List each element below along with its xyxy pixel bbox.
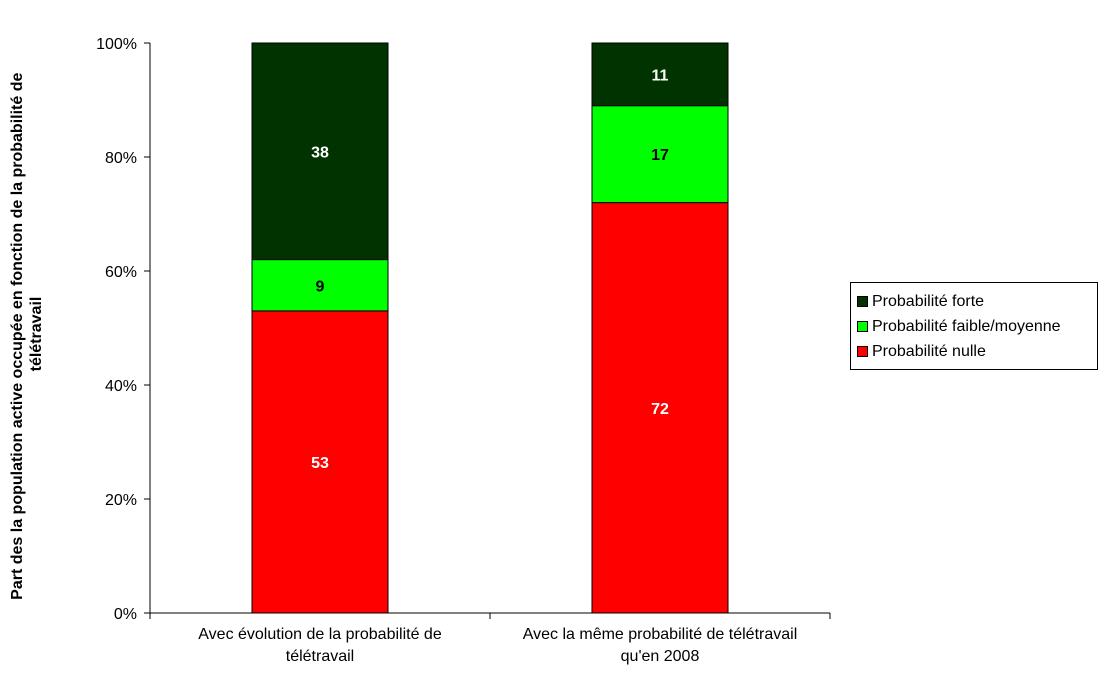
bar-segment [251,42,389,261]
bar-segment [251,259,389,312]
y-axis-title-line-1: Part des la population active occupée en… [9,73,26,600]
y-tick-label: 80% [105,150,137,167]
data-label: 17 [651,147,669,164]
data-label: 53 [311,455,329,472]
legend-label: Probabilité faible/moyenne [872,317,1061,335]
x-category-label: Avec évolution de la probabilité de télét… [198,626,442,665]
legend-swatch [857,346,868,357]
y-tick-label: 0% [114,606,137,623]
legend-item: Probabilité forte [857,289,1097,314]
data-label: 38 [311,144,329,161]
bar-segment [591,105,729,204]
legend-swatch [857,321,868,332]
y-tick-label: 60% [105,264,137,281]
y-axis-title: Part des la population active occupée en… [9,68,45,600]
bars: 53 9 38 72 17 11 [251,42,729,614]
data-label: 9 [316,278,325,295]
bar-segment [591,42,729,107]
x-category-label: Avec la même probabilité de télétravail q… [523,626,798,665]
bar-segment [251,310,389,614]
legend-item: Probabilité faible/moyenne [857,314,1097,339]
y-axis: 0% 20% 40% 60% 80% 100% [96,36,151,623]
x-axis: Avec évolution de la probabilité de télét… [149,612,831,665]
y-axis-title-line-2: télétravail [28,297,45,372]
legend-item: Probabilité nulle [857,339,1097,364]
legend: Probabilité forte Probabilité faible/moye… [850,282,1098,370]
data-label: 11 [652,67,669,84]
y-tick-label: 40% [105,378,137,395]
legend-swatch [857,296,868,307]
legend-label: Probabilité nulle [872,342,986,360]
y-tick-label: 20% [105,492,137,509]
y-tick-label: 100% [96,36,137,53]
legend-label: Probabilité forte [872,292,985,310]
data-label: 72 [651,401,669,418]
